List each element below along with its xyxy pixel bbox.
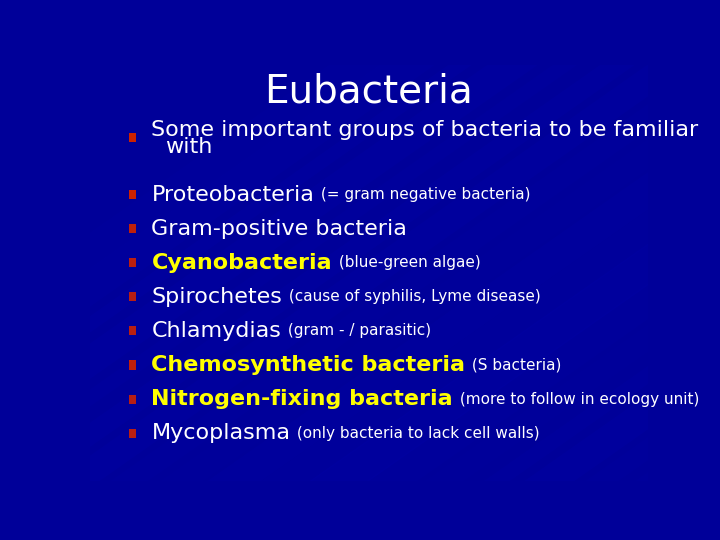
Text: Spirochetes: Spirochetes — [151, 287, 282, 307]
FancyBboxPatch shape — [129, 326, 136, 335]
Text: Chlamydias: Chlamydias — [151, 321, 282, 341]
Text: (= gram negative bacteria): (= gram negative bacteria) — [316, 187, 531, 202]
Text: (S bacteria): (S bacteria) — [467, 357, 562, 373]
Text: (cause of syphilis, Lyme disease): (cause of syphilis, Lyme disease) — [284, 289, 541, 305]
FancyBboxPatch shape — [129, 224, 136, 233]
Text: (only bacteria to lack cell walls): (only bacteria to lack cell walls) — [292, 426, 540, 441]
Text: Mycoplasma: Mycoplasma — [151, 423, 290, 443]
Text: with: with — [166, 137, 212, 157]
Text: Eubacteria: Eubacteria — [265, 73, 473, 111]
Text: Some important groups of bacteria to be familiar: Some important groups of bacteria to be … — [151, 120, 698, 140]
FancyBboxPatch shape — [129, 190, 136, 199]
Text: Gram-positive bacteria: Gram-positive bacteria — [151, 219, 408, 239]
FancyBboxPatch shape — [129, 360, 136, 369]
Text: Cyanobacteria: Cyanobacteria — [151, 253, 332, 273]
FancyBboxPatch shape — [129, 395, 136, 404]
Text: (blue-green algae): (blue-green algae) — [333, 255, 480, 270]
FancyBboxPatch shape — [129, 292, 136, 301]
FancyBboxPatch shape — [129, 429, 136, 438]
Text: Proteobacteria: Proteobacteria — [151, 185, 314, 205]
Text: (gram - / parasitic): (gram - / parasitic) — [283, 323, 431, 339]
Text: Chemosynthetic bacteria: Chemosynthetic bacteria — [151, 355, 465, 375]
FancyBboxPatch shape — [129, 133, 136, 142]
Text: Nitrogen-fixing bacteria: Nitrogen-fixing bacteria — [151, 389, 453, 409]
Text: (more to follow in ecology unit): (more to follow in ecology unit) — [454, 392, 699, 407]
FancyBboxPatch shape — [129, 258, 136, 267]
